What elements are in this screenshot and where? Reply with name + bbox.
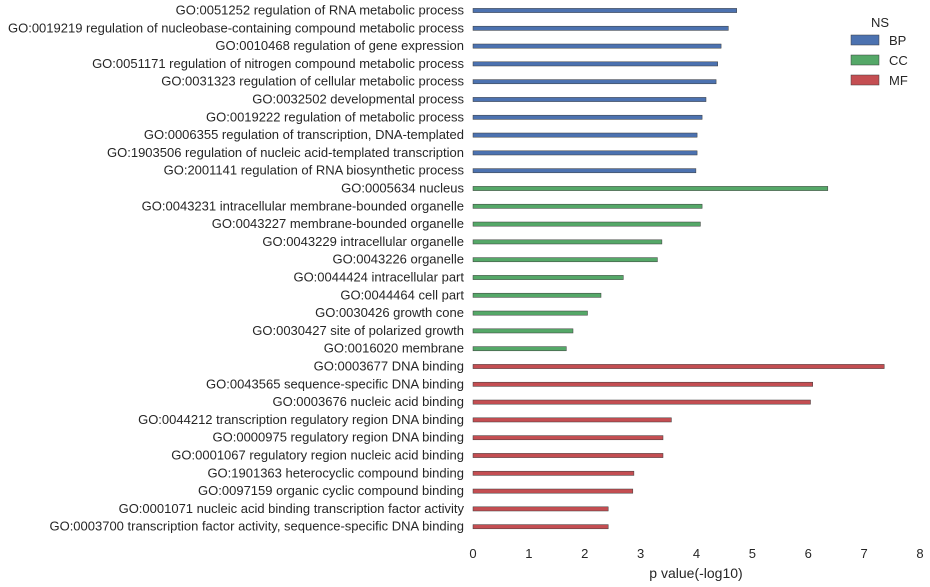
category-label: GO:1903506 regulation of nucleic acid-te…: [107, 145, 464, 160]
category-label: GO:0001067 regulatory region nucleic aci…: [171, 448, 464, 463]
bar-bp: [472, 25, 729, 31]
bar-mf: [472, 417, 672, 423]
category-label: GO:0000975 regulatory region DNA binding: [213, 430, 465, 445]
category-label: GO:0001071 nucleic acid binding transcri…: [119, 501, 465, 516]
bar-bp: [472, 97, 707, 102]
legend-title: NS: [871, 15, 889, 30]
bar-cc: [472, 310, 588, 316]
category-label: GO:0044212 transcription regulatory regi…: [138, 412, 464, 427]
category-label: GO:0005634 nucleus: [341, 181, 464, 196]
category-label: GO:0043229 intracellular organelle: [262, 234, 464, 249]
legend-label-bp: BP: [889, 33, 906, 48]
bar-bp: [472, 79, 717, 85]
category-label: GO:0003676 nucleic acid binding: [272, 394, 464, 409]
x-tick-label: 0: [469, 546, 476, 561]
category-label: GO:2001141 regulation of RNA biosyntheti…: [164, 163, 465, 178]
bar-cc: [472, 257, 658, 263]
x-tick-label: 4: [693, 546, 700, 561]
legend-swatch-bp: [850, 34, 880, 46]
category-label: GO:0044464 cell part: [340, 287, 464, 302]
category-label: GO:0003700 transcription factor activity…: [49, 519, 464, 534]
bar-bp: [472, 150, 698, 156]
legend-entries: BP CC MF: [850, 33, 908, 88]
category-label: GO:0043226 organelle: [332, 252, 464, 267]
x-tick-label: 8: [916, 546, 923, 561]
category-label: GO:0044424 intracellular part: [293, 270, 464, 285]
bar-bp: [472, 8, 737, 13]
category-labels: GO:0051252 regulation of RNA metabolic p…: [8, 3, 465, 534]
category-label: GO:0097159 organic cyclic compound bindi…: [198, 483, 464, 498]
bar-mf: [472, 381, 813, 387]
bar-cc: [472, 239, 663, 245]
x-tick-label: 6: [805, 546, 812, 561]
bar-mf: [472, 488, 634, 494]
category-label: GO:0051252 regulation of RNA metabolic p…: [176, 3, 465, 18]
x-axis-ticks: 0 1 2 3 4 5 6 7 8: [469, 546, 923, 561]
bar-mf: [472, 453, 664, 458]
category-label: GO:0031323 regulation of cellular metabo…: [161, 74, 464, 89]
category-label: GO:0043565 sequence-specific DNA binding: [206, 376, 464, 391]
category-label: GO:0051171 regulation of nitrogen compou…: [92, 56, 464, 71]
category-label: GO:0043231 intracellular membrane-bounde…: [142, 198, 464, 213]
bar-cc: [472, 292, 602, 298]
bars: [472, 8, 885, 530]
bar-bp: [472, 132, 698, 138]
bar-cc: [472, 346, 567, 352]
bar-mf: [472, 399, 811, 405]
x-tick-label: 2: [581, 546, 588, 561]
x-tick-label: 5: [749, 546, 756, 561]
category-label: GO:0010468 regulation of gene expression: [215, 38, 464, 53]
x-tick-label: 1: [525, 546, 532, 561]
bar-bp: [472, 114, 703, 120]
x-tick-label: 7: [860, 546, 867, 561]
bar-mf: [472, 364, 885, 369]
bar-cc: [472, 203, 703, 209]
category-label: GO:0030427 site of polarized growth: [252, 323, 464, 338]
bar-mf: [472, 524, 609, 530]
category-label: GO:0019219 regulation of nucleobase-cont…: [8, 20, 465, 35]
bar-cc: [472, 186, 829, 191]
category-label: GO:0006355 regulation of transcription, …: [144, 127, 464, 142]
legend-label-mf: MF: [889, 73, 908, 88]
legend-swatch-cc: [850, 54, 880, 66]
category-label: GO:0030426 growth cone: [315, 305, 464, 320]
legend-swatch-mf: [850, 74, 880, 86]
bar-mf: [472, 506, 609, 512]
bar-bp: [472, 168, 697, 174]
bar-mf: [472, 470, 635, 476]
bar-bp: [472, 43, 722, 49]
x-tick-label: 3: [637, 546, 644, 561]
bar-mf: [472, 435, 664, 441]
category-label: GO:0043227 membrane-bounded organelle: [212, 216, 464, 231]
category-label: GO:0016020 membrane: [324, 341, 464, 356]
category-label: GO:1901363 heterocyclic compound binding: [207, 465, 464, 480]
category-label: GO:0032502 developmental process: [252, 92, 464, 107]
bar-bp: [472, 61, 718, 67]
legend: NS BP CC MF: [850, 15, 908, 88]
x-axis-title: p value(-log10): [649, 565, 742, 581]
category-label: GO:0019222 regulation of metabolic proce…: [206, 109, 464, 124]
bar-cc: [472, 328, 574, 334]
category-label: GO:0003677 DNA binding: [314, 359, 464, 374]
bar-cc: [472, 275, 624, 280]
bar-cc: [472, 221, 701, 227]
legend-label-cc: CC: [889, 53, 908, 68]
